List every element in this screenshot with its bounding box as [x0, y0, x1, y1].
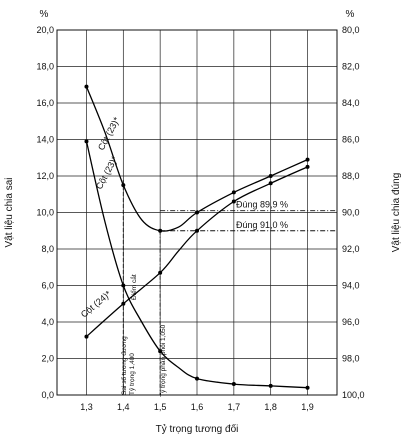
- left-y-tick-labels: 0,0 2,0 4,0 6,0 8,0 10,0 12,0 14,0 16,0 18,0 20,0: [36, 25, 54, 400]
- data-point: [231, 382, 236, 387]
- data-point: [231, 190, 236, 195]
- left-y-tick-label: 20,0: [36, 25, 54, 35]
- x-tick-label: 1,6: [191, 402, 204, 412]
- right-y-tick-label: 82,0: [342, 62, 360, 72]
- right-y-axis-label: Vật liệu chia đúng: [391, 173, 402, 253]
- data-point: [121, 301, 126, 306]
- data-point: [121, 283, 126, 288]
- right-y-tick-label: 100,0: [342, 390, 365, 400]
- right-y-tick-label: 94,0: [342, 281, 360, 291]
- data-point: [305, 157, 310, 162]
- left-y-tick-label: 4,0: [41, 317, 54, 327]
- left-y-tick-label: 6,0: [41, 281, 54, 291]
- series-label-cot24: Cột (24)*: [79, 288, 113, 319]
- data-point: [84, 334, 89, 339]
- grid: [57, 30, 337, 395]
- data-point: [84, 84, 89, 89]
- x-tick-label: 1,3: [80, 402, 93, 412]
- right-y-tick-label: 84,0: [342, 98, 360, 108]
- left-y-axis-label: Vật liệu chia sai: [4, 177, 15, 247]
- data-point: [195, 376, 199, 381]
- right-y-tick-labels: 100,0 98,0 96,0 94,0 92,0 90,0 88,0 86,0 84,0 82,…: [342, 25, 365, 400]
- left-y-tick-label: 2,0: [41, 354, 54, 364]
- right-y-tick-label: 86,0: [342, 135, 360, 145]
- data-point: [195, 228, 199, 233]
- x-tick-labels: 1,3 1,4 1,5 1,6 1,7 1,8 1,9: [80, 402, 314, 412]
- right-y-tick-label: 90,0: [342, 208, 360, 218]
- right-y-tick-label: 98,0: [342, 354, 360, 364]
- left-y-tick-label: 8,0: [41, 244, 54, 254]
- left-y-tick-label: 16,0: [36, 98, 54, 108]
- data-point: [268, 174, 273, 178]
- x-tick-label: 1,7: [228, 402, 241, 412]
- data-point: [268, 383, 273, 388]
- annotation-dung-91-0: Đúng 91,0 %: [236, 220, 288, 230]
- data-point: [158, 270, 163, 275]
- x-tick-label: 1,9: [301, 402, 314, 412]
- annotation-dung-89-9: Đúng 89,9 %: [236, 200, 288, 210]
- right-y-tick-label: 96,0: [342, 317, 360, 327]
- data-point: [195, 210, 199, 215]
- left-y-tick-label: 10,0: [36, 208, 54, 218]
- right-unit-label: %: [346, 9, 355, 20]
- data-point: [305, 164, 310, 169]
- data-point: [231, 199, 236, 204]
- x-tick-label: 1,8: [264, 402, 277, 412]
- x-tick-label: 1,4: [117, 402, 130, 412]
- left-y-tick-label: 12,0: [36, 171, 54, 181]
- x-axis-label: Tỷ trọng tương đối: [156, 423, 239, 435]
- left-y-tick-label: 18,0: [36, 62, 54, 72]
- annotation-sai-so-tuong-duong: Sai số tương đương: [119, 336, 128, 395]
- annotation-ty-trong-phan-phoi: Tỷ trọng phân phối 1,050: [158, 324, 167, 397]
- data-point: [121, 183, 126, 188]
- data-point: [158, 349, 163, 354]
- data-point: [158, 228, 163, 233]
- left-unit-label: %: [40, 9, 49, 20]
- right-y-tick-label: 88,0: [342, 171, 360, 181]
- plot-frame: [56, 29, 338, 396]
- left-y-tick-label: 14,0: [36, 135, 54, 145]
- data-point: [268, 181, 273, 186]
- annotation-diem-cat: Điểm cắt: [129, 274, 138, 300]
- series-line-cot23-lower: [85, 141, 308, 389]
- right-y-tick-label: 92,0: [342, 244, 360, 254]
- series-label-cot23-lower: Cột (23)*: [94, 154, 120, 191]
- series-group: [84, 84, 310, 390]
- left-y-tick-label: 0,0: [41, 390, 54, 400]
- series-line-cot23-upper: [85, 86, 308, 232]
- right-y-tick-label: 80,0: [342, 25, 360, 35]
- annotation-ty-trong-1-400: Tỷ trọng 1,400: [129, 353, 136, 395]
- data-point: [305, 385, 310, 390]
- x-tick-label: 1,5: [154, 402, 167, 412]
- data-point: [84, 139, 89, 144]
- reference-lines: [122, 180, 337, 395]
- series-line-cot24: [86, 166, 308, 338]
